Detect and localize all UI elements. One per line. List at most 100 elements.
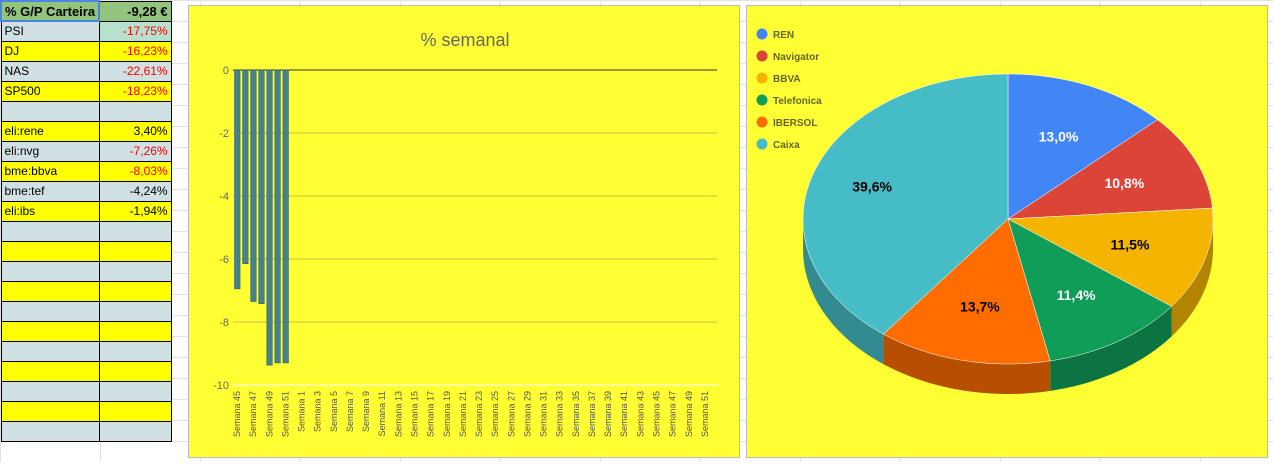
y-tick-label: -8 <box>219 317 229 329</box>
cell-value[interactable] <box>98 380 172 402</box>
cell-value[interactable] <box>98 420 172 442</box>
x-tick-label: Semana 27 <box>506 391 516 437</box>
cell-label[interactable] <box>0 300 100 322</box>
x-tick-label: Semana 41 <box>619 391 629 437</box>
empty-row <box>0 360 172 382</box>
cell-value[interactable]: -16,23% <box>98 40 172 62</box>
y-tick-label: -4 <box>219 191 229 203</box>
cell-value[interactable] <box>98 360 172 382</box>
pie-slice[interactable] <box>1007 73 1158 220</box>
table-row: bme:bbva -8,03% <box>0 160 172 182</box>
cell-label[interactable]: NAS <box>0 60 100 82</box>
cell-value[interactable] <box>98 400 172 422</box>
x-tick-label: Semana 21 <box>458 391 468 437</box>
bar[interactable] <box>234 69 241 290</box>
legend-swatch <box>756 50 768 62</box>
cell-value[interactable] <box>98 220 172 242</box>
header-row: % G/P Carteira -9,28 € <box>0 0 172 22</box>
cell-label[interactable] <box>0 100 100 122</box>
x-tick-label: Semana 1 <box>297 391 307 432</box>
cell-value[interactable] <box>98 340 172 362</box>
cell-label[interactable]: bme:bbva <box>0 160 100 182</box>
cell-label[interactable]: eli:nvg <box>0 140 100 162</box>
cell-label[interactable]: PSI <box>0 20 100 42</box>
x-tick-label: Semana 49 <box>264 391 274 437</box>
pie-chart-svg: REN Navigator BBVA Telefonica IBERSOL Caixa 13… <box>756 28 1214 394</box>
cell-label[interactable] <box>0 320 100 342</box>
legend-label[interactable]: Telefonica <box>773 96 822 107</box>
chart-title: % semanal <box>420 30 509 50</box>
empty-row <box>0 240 172 262</box>
empty-row <box>0 220 172 242</box>
pie-slice-side <box>1171 219 1213 337</box>
cell-value[interactable] <box>98 100 172 122</box>
cell-value[interactable] <box>98 300 172 322</box>
bar[interactable] <box>282 69 289 364</box>
cell-value[interactable]: -4,24% <box>98 180 172 202</box>
pie-slice[interactable] <box>1007 119 1213 220</box>
pie-slice-label: 10,8% <box>1104 175 1144 191</box>
legend-label[interactable]: Navigator <box>773 52 819 63</box>
empty-row <box>0 300 172 322</box>
legend-label[interactable]: BBVA <box>773 74 801 85</box>
cell-value[interactable] <box>98 280 172 302</box>
pie-slice-side <box>803 219 884 365</box>
weekly-bar-chart[interactable]: % semanal 0 -2 -4 -6 -8 -10 Semana 45 Semana 47 S… <box>188 5 740 458</box>
cell-label[interactable] <box>0 220 100 242</box>
legend-swatch <box>756 28 768 40</box>
table-row <box>0 100 172 122</box>
bar[interactable] <box>258 69 265 304</box>
cell-label[interactable]: % G/P Carteira <box>0 0 101 22</box>
empty-row <box>0 420 172 442</box>
cell-value[interactable]: -7,26% <box>98 140 172 162</box>
x-tick-label: Semana 29 <box>522 391 532 437</box>
cell-label[interactable] <box>0 400 100 422</box>
cell-value[interactable]: -9,28 € <box>98 0 172 22</box>
cell-value[interactable] <box>98 260 172 282</box>
cell-label[interactable] <box>0 420 100 442</box>
bar[interactable] <box>250 69 257 302</box>
cell-label[interactable] <box>0 240 100 262</box>
cell-value[interactable]: 3,40% <box>98 120 172 142</box>
legend-label[interactable]: IBERSOL <box>773 118 817 129</box>
x-tick-label: Semana 9 <box>361 391 371 432</box>
x-tick-label: Semana 45 <box>652 391 662 437</box>
cell-label[interactable] <box>0 360 100 382</box>
legend-label[interactable]: Caixa <box>773 140 800 151</box>
portfolio-pie-chart[interactable]: REN Navigator BBVA Telefonica IBERSOL Caixa 13… <box>746 5 1268 458</box>
cell-label[interactable]: bme:tef <box>0 180 100 202</box>
x-tick-label: Semana 31 <box>539 391 549 437</box>
bar[interactable] <box>242 69 249 264</box>
table-row: PSI -17,75% <box>0 20 172 42</box>
x-tick-label: Semana 13 <box>393 391 403 437</box>
cell-value[interactable]: -1,94% <box>98 200 172 222</box>
pie-slice[interactable] <box>882 218 1051 365</box>
cell-label[interactable] <box>0 280 100 302</box>
pie-slice[interactable] <box>802 73 1009 335</box>
cell-label[interactable] <box>0 380 100 402</box>
pie-slice-label: 11,4% <box>1057 287 1096 303</box>
empty-row <box>0 320 172 342</box>
pie-slice[interactable] <box>1007 218 1172 362</box>
cell-label[interactable] <box>0 340 100 362</box>
table-row: DJ -16,23% <box>0 40 172 62</box>
table-row: eli:nvg -7,26% <box>0 140 172 162</box>
bar[interactable] <box>274 69 281 364</box>
bar[interactable] <box>266 69 273 366</box>
cell-value[interactable] <box>98 240 172 262</box>
pie-slice[interactable] <box>1007 207 1214 307</box>
cell-value[interactable]: -18,23% <box>98 80 172 102</box>
x-tick-label: Semana 3 <box>313 391 323 432</box>
cell-label[interactable]: SP500 <box>0 80 100 102</box>
legend-label[interactable]: REN <box>773 30 794 41</box>
cell-value[interactable]: -8,03% <box>98 160 172 182</box>
cell-value[interactable] <box>98 320 172 342</box>
cell-label[interactable]: DJ <box>0 40 100 62</box>
cell-label[interactable]: eli:ibs <box>0 200 100 222</box>
cell-value[interactable]: -17,75% <box>98 20 172 42</box>
cell-label[interactable] <box>0 260 100 282</box>
cell-value[interactable]: -22,61% <box>98 60 172 82</box>
cell-label[interactable]: eli:rene <box>0 120 100 142</box>
x-tick-label: Semana 51 <box>280 391 290 437</box>
